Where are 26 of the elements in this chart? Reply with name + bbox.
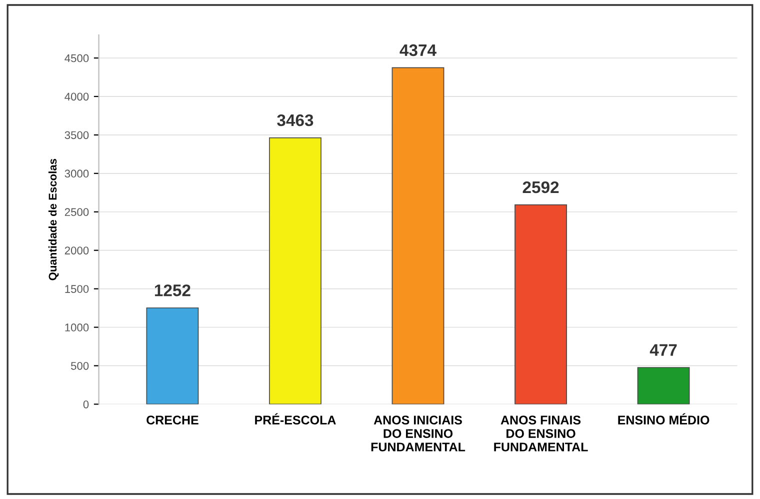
x-tick-label: CRECHE: [146, 416, 198, 424]
x-tick-label: ENSINO MÉDIO: [618, 413, 710, 424]
y-tick-label: 0: [83, 400, 89, 408]
y-tick-label: 4000: [64, 92, 89, 101]
bar: [269, 137, 322, 404]
bar: [146, 307, 199, 404]
data-label: 477: [650, 344, 677, 356]
y-tick-label: 3000: [64, 170, 89, 178]
y-tick-label: 2000: [64, 246, 89, 254]
y-tick-label: 2500: [64, 208, 89, 216]
y-tick-label: 500: [70, 362, 89, 370]
x-tick-label: ANOS INICIAIS DO ENSINO FUNDAMENTAL: [371, 416, 466, 452]
data-label: 1252: [154, 284, 190, 296]
data-label: 3463: [277, 114, 314, 126]
y-tick-label: 4500: [64, 54, 89, 62]
y-tick-label: 1000: [65, 324, 89, 332]
x-tick-label: ANOS FINAIS DO ENSINO FUNDAMENTAL: [494, 416, 588, 452]
y-tick-label: 3500: [64, 131, 89, 140]
x-tick-label: PRÉ-ESCOLA: [255, 413, 336, 424]
bar: [392, 67, 444, 404]
data-label: 2592: [522, 181, 559, 194]
y-tick-label: 1500: [65, 285, 89, 293]
y-axis-title: Quantidade de Escolas: [48, 158, 59, 280]
bar: [637, 367, 690, 404]
data-label: 4374: [400, 44, 436, 56]
bar: [514, 204, 567, 404]
